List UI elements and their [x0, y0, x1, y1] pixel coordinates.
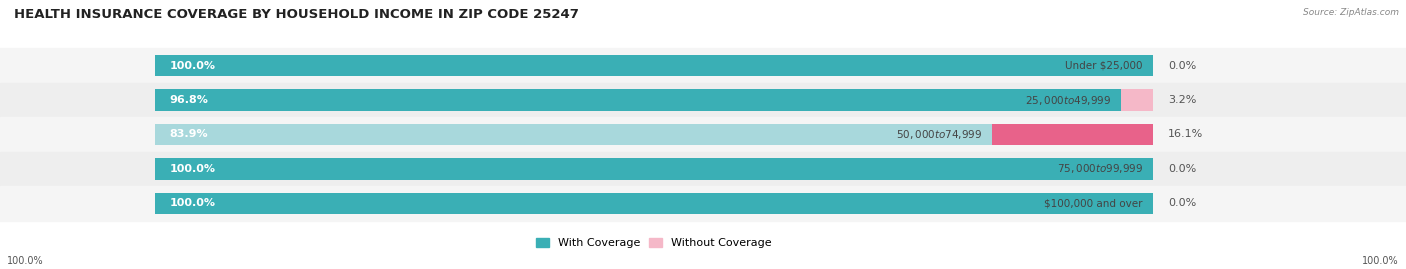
Text: 100.0%: 100.0%	[170, 164, 215, 174]
Text: 100.0%: 100.0%	[170, 198, 215, 208]
Bar	[155, 55, 1153, 76]
Text: 3.2%: 3.2%	[1168, 95, 1197, 105]
Bar	[155, 89, 1153, 111]
Text: 96.8%: 96.8%	[170, 95, 208, 105]
Text: 100.0%: 100.0%	[170, 61, 215, 71]
Text: 0.0%: 0.0%	[1168, 164, 1197, 174]
Bar	[155, 124, 1153, 145]
Bar	[155, 158, 1153, 180]
Text: 83.9%: 83.9%	[170, 129, 208, 140]
Text: 0.0%: 0.0%	[1168, 198, 1197, 208]
Text: $100,000 and over: $100,000 and over	[1045, 198, 1143, 208]
Bar	[155, 89, 1121, 111]
Bar	[993, 124, 1153, 145]
Text: $50,000 to $74,999: $50,000 to $74,999	[896, 128, 983, 141]
Text: 0.0%: 0.0%	[1168, 61, 1197, 71]
Text: 16.1%: 16.1%	[1168, 129, 1204, 140]
Text: Source: ZipAtlas.com: Source: ZipAtlas.com	[1303, 8, 1399, 17]
Text: Under $25,000: Under $25,000	[1066, 61, 1143, 71]
Text: 100.0%: 100.0%	[7, 256, 44, 266]
Bar	[155, 193, 1153, 214]
Bar	[155, 124, 993, 145]
Text: $75,000 to $99,999: $75,000 to $99,999	[1057, 162, 1143, 175]
Bar	[155, 55, 1153, 76]
Text: $25,000 to $49,999: $25,000 to $49,999	[1025, 94, 1111, 107]
Text: HEALTH INSURANCE COVERAGE BY HOUSEHOLD INCOME IN ZIP CODE 25247: HEALTH INSURANCE COVERAGE BY HOUSEHOLD I…	[14, 8, 579, 21]
Bar	[1121, 89, 1153, 111]
Text: 100.0%: 100.0%	[1362, 256, 1399, 266]
Legend: With Coverage, Without Coverage: With Coverage, Without Coverage	[531, 233, 776, 253]
Bar	[155, 158, 1153, 180]
Bar	[155, 193, 1153, 214]
